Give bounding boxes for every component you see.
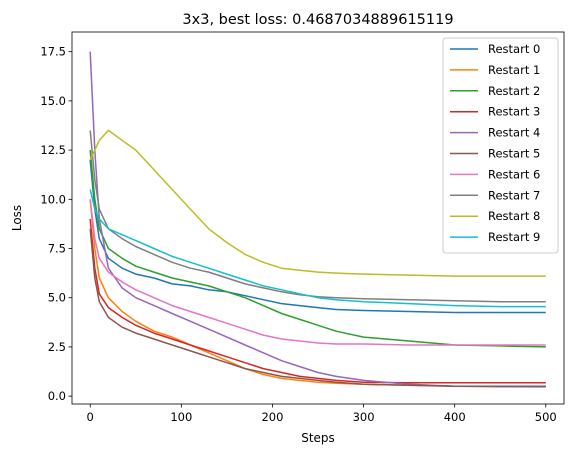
legend-label: Restart 8 (488, 209, 540, 223)
legend-label: Restart 6 (488, 167, 540, 181)
legend-label: Restart 1 (488, 63, 540, 77)
y-tick-label: 15.0 (40, 94, 66, 108)
series-line-restart-9 (89, 189, 546, 308)
series-line-restart-7 (89, 130, 546, 303)
y-tick-label: 5.0 (48, 291, 66, 305)
y-tick-label: 17.5 (40, 45, 66, 59)
x-tick-label: 100 (170, 410, 192, 424)
y-tick-label: 7.5 (48, 242, 66, 256)
legend-label: Restart 3 (488, 105, 540, 119)
legend-label: Restart 7 (488, 188, 540, 202)
legend-label: Restart 9 (488, 230, 540, 244)
x-axis-ticks: 0 100 200 300 400 500 (87, 404, 557, 424)
y-tick-label: 2.5 (48, 340, 66, 354)
series-line-restart-5 (89, 228, 546, 388)
x-axis-label: Steps (301, 431, 335, 445)
series-line-restart-4 (89, 51, 546, 388)
legend: Restart 0 Restart 1 Restart 2 Restart 3 Rest… (442, 37, 559, 254)
legend-label: Restart 4 (488, 126, 540, 140)
x-tick-label: 0 (87, 410, 94, 424)
axes-frame (71, 31, 565, 405)
plot-lines (89, 51, 546, 388)
x-tick-label: 400 (444, 410, 466, 424)
y-axis-label: Loss (10, 205, 24, 231)
x-tick-label: 500 (535, 410, 557, 424)
y-axis-ticks: 0.0 2.5 5.0 7.5 10.0 12.5 15.0 17.5 (40, 45, 72, 403)
legend-label: Restart 2 (488, 84, 540, 98)
series-line-restart-2 (89, 150, 546, 348)
series-line-restart-8 (89, 129, 546, 277)
chart-title: 3x3, best loss: 0.4687034889615119 (182, 12, 453, 28)
series-line-restart-0 (89, 159, 546, 314)
y-tick-label: 12.5 (40, 143, 66, 157)
legend-label: Restart 5 (488, 147, 540, 161)
legend-label: Restart 0 (488, 42, 540, 56)
x-tick-label: 300 (353, 410, 375, 424)
y-tick-label: 10.0 (40, 192, 66, 206)
legend-box (442, 37, 559, 254)
series-line-restart-6 (89, 199, 546, 346)
x-tick-label: 200 (261, 410, 283, 424)
y-tick-label: 0.0 (48, 389, 66, 403)
